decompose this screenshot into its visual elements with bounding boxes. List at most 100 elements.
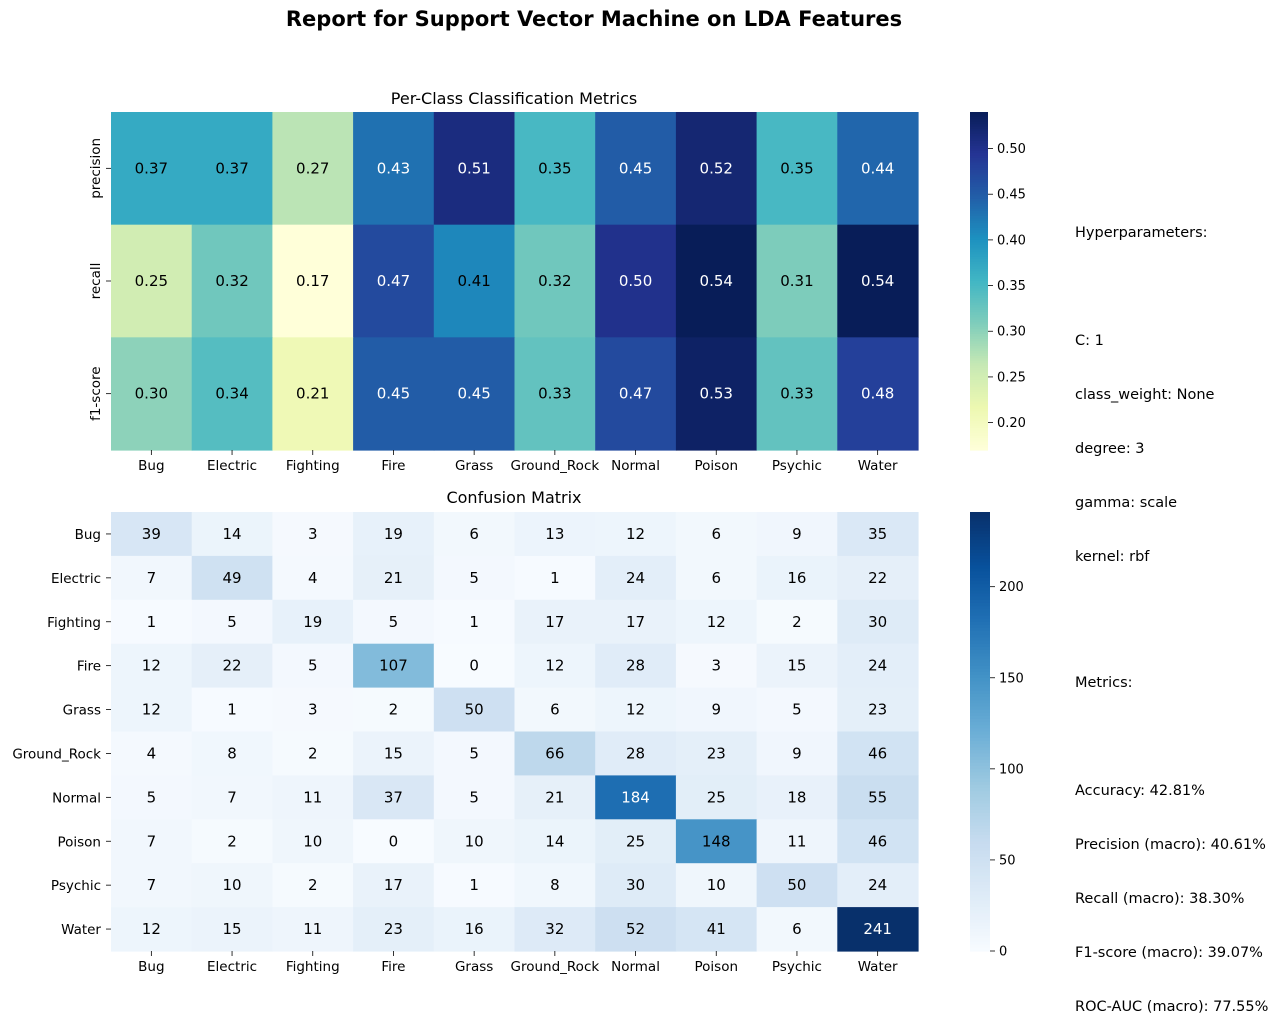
- heatmap-cell: [675, 643, 758, 689]
- heatmap-cell: [595, 599, 677, 645]
- x-tick-label: Fighting: [286, 959, 340, 975]
- y-tick-label: Bug: [75, 527, 101, 543]
- colorbar-segment: [970, 740, 990, 745]
- colorbar-segment: [970, 235, 988, 239]
- cell-value-label: 25: [626, 832, 645, 850]
- cell-value-label: 0.31: [780, 272, 813, 290]
- x-tick-label: Bug: [138, 959, 164, 975]
- cell-value-label: 28: [626, 657, 645, 675]
- colorbar-segment: [970, 394, 988, 398]
- colorbar-segment: [970, 524, 990, 529]
- cell-value-label: 39: [142, 525, 161, 543]
- heatmap-cell: [675, 599, 758, 645]
- heatmap-cell: [595, 512, 677, 557]
- cell-value-label: 0.51: [457, 159, 490, 177]
- cell-value-label: 0.37: [215, 159, 248, 177]
- colorbar-segment: [970, 210, 988, 214]
- colorbar-segment: [970, 593, 990, 598]
- x-tick-label: Bug: [138, 458, 164, 474]
- colorbar-segment: [970, 256, 988, 260]
- colorbar-tick-label: 50: [999, 853, 1016, 868]
- cell-value-label: 6: [792, 920, 802, 938]
- colorbar-segment: [970, 177, 988, 181]
- hyperparameter-line: kernel: rbf: [1075, 549, 1150, 565]
- heatmap-cell: [514, 819, 596, 864]
- metric-line: F1-score (macro): 39.07%: [1075, 945, 1263, 961]
- colorbar-segment: [970, 555, 990, 560]
- heatmap-cell: [837, 224, 919, 338]
- cell-value-label: 19: [384, 525, 403, 543]
- colorbar-segment: [970, 919, 990, 924]
- colorbar-segment: [970, 421, 988, 425]
- cell-value-label: 6: [711, 525, 721, 543]
- metrics-panel: Metrics: Accuracy: 42.81% Precision (mac…: [1075, 638, 1268, 1034]
- colorbar-segment: [970, 143, 988, 147]
- colorbar-segment: [970, 806, 990, 811]
- cell-value-label: 0.52: [700, 159, 733, 177]
- colorbar-segment: [970, 259, 988, 263]
- heatmap-cell: [111, 775, 193, 820]
- heatmap-cell: [433, 819, 516, 864]
- heatmap-cell: [191, 555, 273, 601]
- colorbar-segment: [970, 781, 990, 786]
- colorbar-segment: [970, 856, 990, 861]
- colorbar-segment: [970, 428, 988, 432]
- heatmap-cell: [191, 687, 273, 733]
- cell-value-label: 15: [223, 920, 242, 938]
- colorbar-tick-label: 150: [999, 671, 1024, 686]
- y-tick-label: Water: [61, 922, 101, 938]
- colorbar-segment: [970, 706, 990, 711]
- colorbar-segment: [970, 925, 990, 930]
- colorbar-segment: [970, 126, 988, 130]
- y-tick-label: Normal: [52, 790, 101, 806]
- colorbar-segment: [970, 794, 990, 798]
- colorbar-segment: [970, 121, 988, 125]
- colorbar-segment: [970, 247, 988, 251]
- heatmap-cell: [272, 731, 354, 776]
- cell-value-label: 30: [868, 613, 887, 631]
- heatmap-cell: [191, 512, 273, 557]
- heatmap-cell: [111, 337, 193, 451]
- cell-value-label: 23: [868, 701, 887, 719]
- colorbar-segment: [970, 114, 988, 118]
- colorbar-segment: [970, 124, 988, 128]
- colorbar-segment: [970, 697, 990, 701]
- cell-value-label: 0.50: [619, 272, 652, 290]
- cell-value-label: 35: [868, 525, 887, 543]
- colorbar-segment: [970, 941, 990, 946]
- colorbar-segment: [970, 155, 988, 159]
- colorbar-segment: [970, 922, 990, 927]
- colorbar-segment: [970, 206, 988, 210]
- hyperparameters-heading: Hyperparameters:: [1075, 225, 1208, 241]
- cell-value-label: 0.37: [135, 159, 168, 177]
- heatmap-cell: [111, 224, 193, 338]
- cell-value-label: 0.54: [700, 272, 733, 290]
- heatmap-cell: [353, 907, 435, 952]
- colorbar-segment: [970, 404, 988, 408]
- colorbar-segment: [970, 778, 990, 783]
- colorbar-segment: [970, 290, 988, 294]
- hyperparameter-line: C: 1: [1075, 333, 1104, 349]
- colorbar-segment: [970, 935, 990, 940]
- colorbar-segment: [970, 700, 990, 704]
- figure: Report for Support Vector Machine on LDA…: [12, 7, 1026, 975]
- cell-value-label: 12: [707, 613, 726, 631]
- colorbar-segment: [970, 186, 988, 190]
- colorbar-segment: [970, 527, 990, 532]
- cell-value-label: 0.27: [296, 159, 329, 177]
- heatmap-cell: [272, 512, 354, 557]
- cell-value-label: 0.43: [377, 159, 410, 177]
- colorbar-segment: [970, 882, 990, 886]
- colorbar-segment: [970, 549, 990, 554]
- heatmap-cell: [191, 863, 273, 908]
- colorbar-segment: [970, 242, 988, 246]
- colorbar-tick-label: 100: [999, 762, 1024, 777]
- cell-value-label: 0.30: [135, 385, 168, 403]
- cell-value-label: 0.41: [457, 272, 490, 290]
- colorbar-segment: [970, 875, 990, 880]
- heatmap-cell: [756, 819, 838, 864]
- colorbar-segment: [970, 615, 990, 620]
- heatmap-cell: [595, 224, 677, 338]
- cell-value-label: 0.45: [377, 385, 410, 403]
- colorbar-segment: [970, 112, 988, 116]
